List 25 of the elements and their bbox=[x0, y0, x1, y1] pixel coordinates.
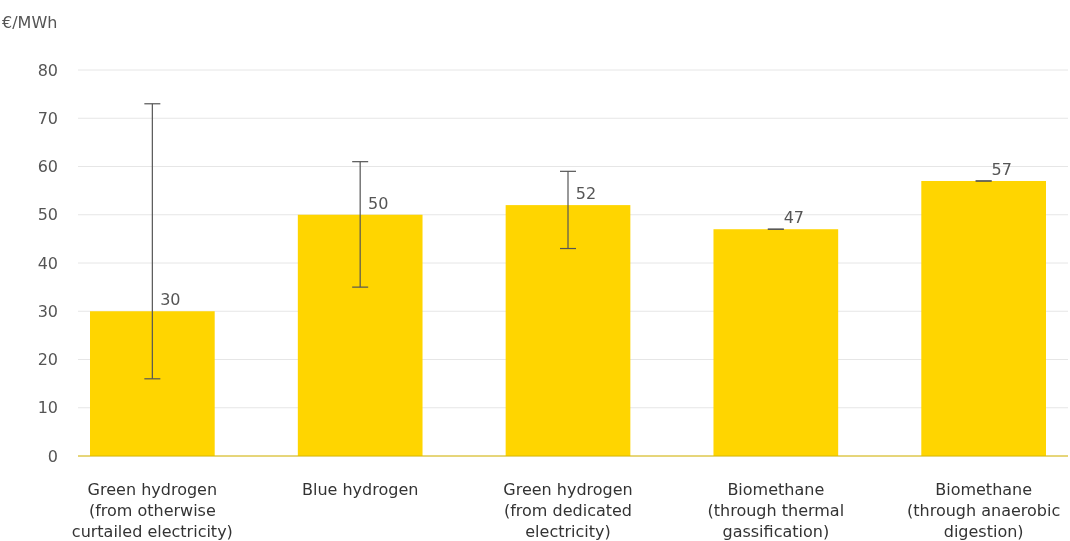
data-label: 30 bbox=[160, 290, 181, 310]
data-label: 57 bbox=[991, 159, 1012, 179]
y-tick-label: 20 bbox=[37, 350, 58, 370]
x-tick-label: Green hydrogen (from otherwise curtailed electricity) bbox=[71, 480, 233, 541]
data-label: 50 bbox=[367, 193, 389, 213]
data-label: 47 bbox=[783, 208, 805, 228]
y-tick-label: 30 bbox=[37, 301, 58, 321]
bar bbox=[90, 311, 215, 456]
y-tick-label: 60 bbox=[37, 157, 58, 177]
bar bbox=[921, 180, 1046, 456]
bar bbox=[505, 205, 631, 456]
bar bbox=[297, 214, 423, 456]
y-tick-label: 70 bbox=[37, 108, 58, 128]
x-tick-label: Blue hydrogen bbox=[301, 480, 419, 499]
y-tick-label: 50 bbox=[37, 205, 58, 225]
data-label: 52 bbox=[575, 184, 597, 204]
y-tick-label: 10 bbox=[37, 398, 58, 418]
y-axis-title: €/MWh bbox=[2, 13, 58, 32]
bar bbox=[713, 229, 839, 456]
x-tick-label: Green hydrogen (from dedicated electricity) bbox=[503, 480, 633, 541]
x-tick-label: Biomethane (through thermal gassification) bbox=[707, 480, 845, 541]
y-tick-label: 40 bbox=[37, 253, 58, 273]
y-tick-label: 80 bbox=[37, 60, 58, 80]
y-tick-label: 0 bbox=[47, 446, 58, 466]
x-tick-label: Biomethane (through anaerobic digestion) bbox=[907, 480, 1061, 541]
